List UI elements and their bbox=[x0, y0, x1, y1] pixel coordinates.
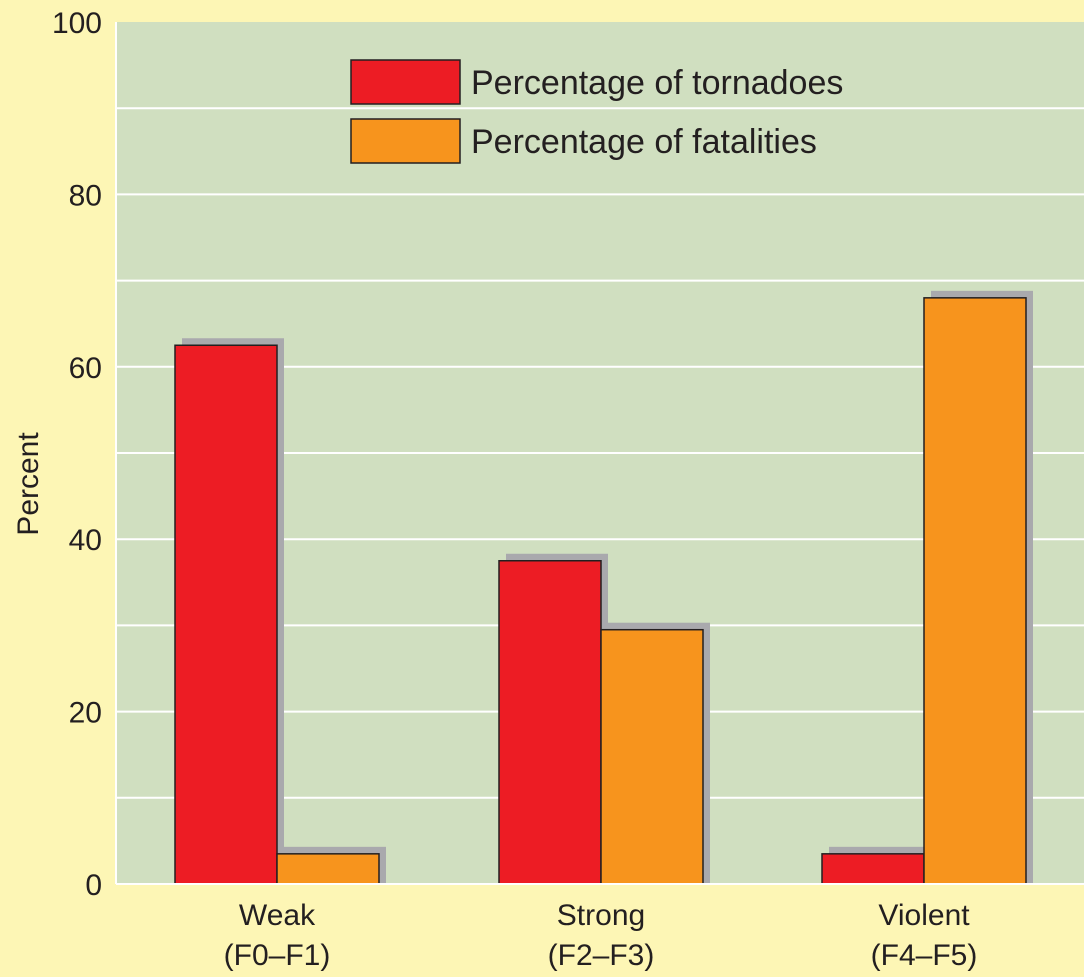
legend-label-tornadoes: Percentage of tornadoes bbox=[471, 64, 843, 102]
y-axis-title: Percent bbox=[12, 432, 45, 536]
bar-tornadoes-1 bbox=[174, 344, 278, 885]
legend: Percentage of tornadoes Percentage of fat… bbox=[350, 59, 843, 164]
axes bbox=[115, 22, 1084, 885]
bar-fatalities-2 bbox=[600, 628, 704, 885]
x-category-label: Weak bbox=[239, 899, 316, 932]
bar-tornadoes-2 bbox=[498, 560, 602, 885]
x-category-sublabel: (F2–F3) bbox=[548, 939, 655, 972]
x-category-label: Strong bbox=[557, 899, 645, 932]
y-tick-label: 0 bbox=[85, 869, 102, 902]
y-tick-label: 60 bbox=[69, 352, 102, 385]
y-tick-labels: 0 20 40 60 80 100 bbox=[52, 7, 102, 902]
x-category-sublabel: (F4–F5) bbox=[871, 939, 978, 972]
y-tick-label: 80 bbox=[69, 179, 102, 212]
legend-swatch-fatalities bbox=[350, 118, 461, 164]
y-tick-label: 100 bbox=[52, 7, 102, 40]
legend-label-fatalities: Percentage of fatalities bbox=[471, 123, 817, 161]
y-tick-label: 40 bbox=[69, 524, 102, 557]
x-category-labels: Weak (F0–F1) Strong (F2–F3) Violent (F4–F5) bbox=[224, 899, 978, 972]
x-category-label: Violent bbox=[878, 899, 970, 932]
bar-fatalities-3 bbox=[923, 297, 1027, 885]
bar-fatalities-1 bbox=[276, 853, 380, 885]
x-category-sublabel: (F0–F1) bbox=[224, 939, 331, 972]
bar-tornadoes-3 bbox=[821, 853, 925, 885]
y-tick-label: 20 bbox=[69, 697, 102, 730]
bars bbox=[174, 290, 1033, 885]
legend-swatch-tornadoes bbox=[350, 59, 461, 105]
